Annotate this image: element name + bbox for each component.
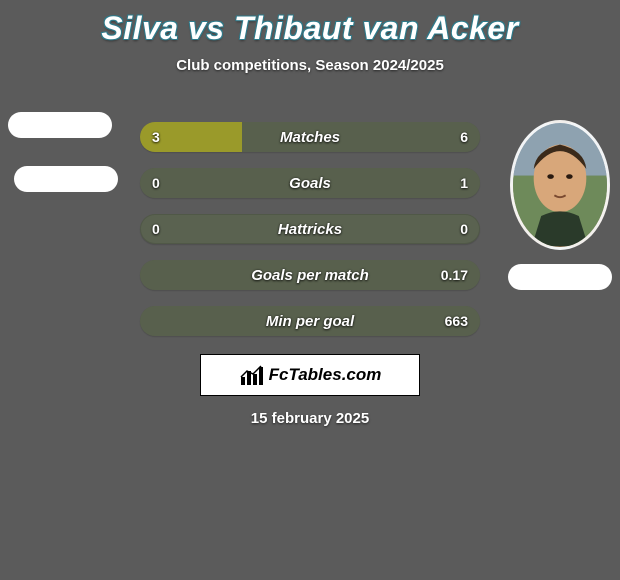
stat-value-left: 0 (152, 214, 160, 244)
stat-value-right: 1 (460, 168, 468, 198)
stat-value-left: 3 (152, 122, 160, 152)
subtitle: Club competitions, Season 2024/2025 (0, 57, 620, 74)
stat-label: Hattricks (140, 214, 480, 244)
avatar-face-icon (513, 123, 607, 247)
stat-row: Matches3 6 (140, 122, 480, 152)
stat-row: Min per goal663 (140, 306, 480, 336)
stat-value-right: 6 (460, 122, 468, 152)
player-left-name-pill (8, 112, 112, 138)
comparison-infographic: Silva vs Thibaut van Acker Club competit… (0, 0, 620, 580)
stat-row: Goals0 1 (140, 168, 480, 198)
page-title: Silva vs Thibaut van Acker (0, 0, 620, 47)
player-left-club-pill (14, 166, 118, 192)
stat-row: Goals per match0.17 (140, 260, 480, 290)
player-right-avatar (510, 120, 610, 250)
stat-label: Matches (140, 122, 480, 152)
stat-value-right: 0.17 (441, 260, 468, 290)
player-right-club-pill (508, 264, 612, 290)
footer-date: 15 february 2025 (0, 410, 620, 427)
stat-value-right: 663 (445, 306, 468, 336)
player-right-block (505, 120, 615, 290)
stat-label: Min per goal (140, 306, 480, 336)
stat-value-right: 0 (460, 214, 468, 244)
stat-label: Goals (140, 168, 480, 198)
stat-value-left: 0 (152, 168, 160, 198)
stat-row: Hattricks0 0 (140, 214, 480, 244)
bars-chart-icon (239, 363, 263, 387)
comparison-bars: Matches36Goals01Hattricks00Goals per mat… (140, 122, 480, 352)
brand-badge: FcTables.com (200, 354, 420, 396)
player-left-block (5, 112, 115, 192)
stat-label: Goals per match (140, 260, 480, 290)
brand-text: FcTables.com (269, 365, 382, 385)
